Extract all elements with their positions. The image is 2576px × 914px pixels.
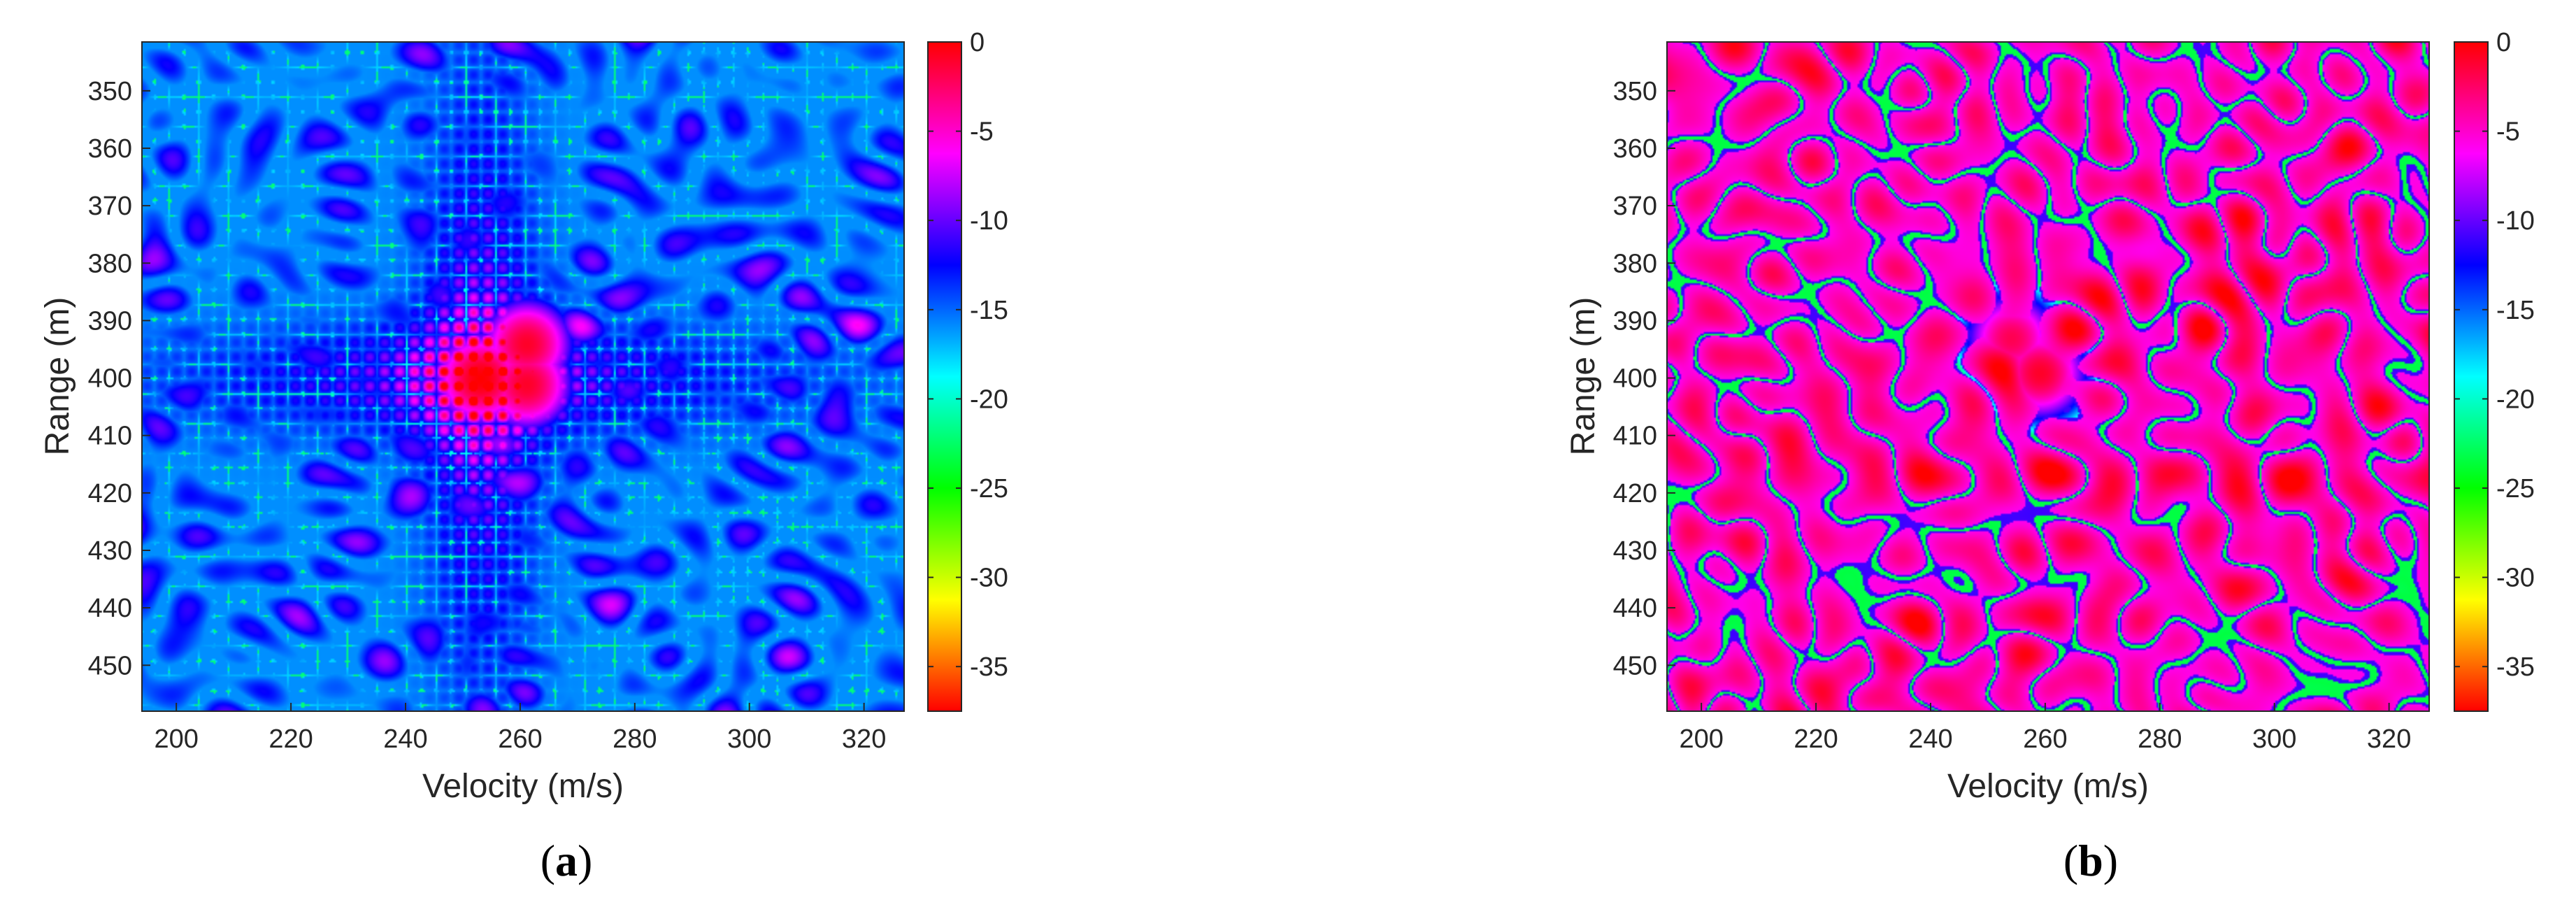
colorbar-gradient-b [2454,42,2488,711]
colorbar-tick-label: -35 [970,652,1008,682]
y-axis-label-b: Range (m) [1565,297,1602,456]
colorbar-tick-label: 0 [2496,28,2511,57]
colorbar-tick-label: 0 [970,28,985,57]
colorbar-tick-label: -25 [970,474,1008,504]
x-tick-label: 260 [2023,724,2067,754]
x-axis-label-b: Velocity (m/s) [1947,768,2149,805]
x-tick-label: 260 [498,724,542,754]
colorbar-ticks-b: 0 -5 -10 -15 -20 -25 -30 -35 [2454,28,2535,682]
y-tick-label: 450 [1613,651,1657,680]
colorbar-tick-label: -15 [2496,296,2535,325]
y-tick-label: 430 [88,536,132,566]
colorbar-frame-a [927,41,962,712]
x-tick-label: 320 [2367,724,2411,754]
x-tick-label: 240 [383,724,427,754]
y-tick-label: 350 [88,77,132,106]
y-tick-label: 440 [1613,594,1657,623]
panel-label-open-a: ( [541,836,555,885]
y-tick-label: 360 [1613,134,1657,164]
colorbar-ticks-a: 0 -5 -10 -15 -20 -25 -30 -35 [928,28,1008,682]
x-tick-label: 300 [727,724,771,754]
panel-label-close-b: ) [2103,836,2118,885]
colorbar-tick-label: -10 [970,206,1008,236]
panel-label-close-a: ) [578,836,592,885]
colorbar-gradient-a [928,42,961,711]
colorbar-tick-label: -35 [2496,652,2535,682]
x-tick-label: 200 [1679,724,1723,754]
colorbar-tick-label: -30 [970,564,1008,593]
colorbar-tick-label: -5 [2496,117,2520,147]
heatmap-image-a [142,42,904,711]
x-axis-ticks-b: 200 220 240 260 280 300 320 [1679,703,2411,754]
y-tick-label: 390 [88,306,132,336]
x-tick-label: 280 [613,724,657,754]
y-tick-label: 420 [88,479,132,508]
panel-label-letter-a: a [555,836,578,885]
x-tick-label: 320 [842,724,886,754]
heatmap-plot-area-a [141,41,905,712]
panel-label-open-b: ( [2063,836,2078,885]
y-tick-label: 410 [1613,422,1657,451]
y-axis-ticks-b: 350 360 370 380 390 400 410 420 430 440 450 [1613,77,1675,680]
y-tick-label: 440 [88,594,132,623]
colorbar-tick-label: -10 [2496,206,2535,236]
colorbar-tick-label: -15 [970,296,1008,325]
colorbar-tick-label: -5 [970,117,994,147]
y-tick-label: 350 [1613,77,1657,106]
colorbar-tick-label: -30 [2496,564,2535,593]
colorbar-tick-label: -20 [970,385,1008,414]
x-tick-label: 220 [1794,724,1838,754]
plot-frame-a [141,41,905,712]
colorbar-frame-b [2454,41,2489,712]
heatmap-image-b [1667,42,2429,711]
y-tick-label: 430 [1613,536,1657,566]
y-tick-label: 380 [88,249,132,278]
panel-label-letter-b: b [2078,836,2103,885]
y-axis-ticks-a: 350 360 370 380 390 400 410 420 430 440 450 [88,77,150,680]
y-tick-label: 390 [1613,306,1657,336]
y-tick-label: 410 [88,422,132,451]
x-axis-ticks-a: 200 220 240 260 280 300 320 [154,703,886,754]
panel-label-a: (a) [541,836,593,885]
y-tick-label: 420 [1613,479,1657,508]
y-tick-label: 360 [88,134,132,164]
y-tick-label: 450 [88,651,132,680]
plot-frame-b [1666,41,2430,712]
x-tick-label: 240 [1908,724,1952,754]
x-tick-label: 220 [269,724,313,754]
y-tick-label: 400 [88,364,132,394]
y-axis-label-a: Range (m) [39,297,76,456]
x-axis-label-a: Velocity (m/s) [422,768,624,805]
x-tick-label: 200 [154,724,198,754]
x-tick-label: 300 [2252,724,2296,754]
colorbar-a: 0 -5 -10 -15 -20 -25 -30 -35 [927,28,1008,712]
colorbar-b: 0 -5 -10 -15 -20 -25 -30 -35 [2454,28,2535,712]
x-tick-label: 280 [2138,724,2182,754]
panel-label-b: (b) [2063,836,2118,885]
heatmap-plot-area-b [1666,41,2430,712]
y-tick-label: 400 [1613,364,1657,394]
chart-panel-a: 200 220 240 260 280 300 320 350 360 370 380 390 400… [39,28,1008,885]
y-tick-label: 370 [88,192,132,221]
chart-panel-b: 200 220 240 260 280 300 320 350 360 370 380 390 400… [1565,28,2535,885]
colorbar-tick-label: -20 [2496,385,2535,414]
colorbar-tick-label: -25 [2496,474,2535,504]
y-tick-label: 380 [1613,249,1657,278]
y-tick-label: 370 [1613,192,1657,221]
